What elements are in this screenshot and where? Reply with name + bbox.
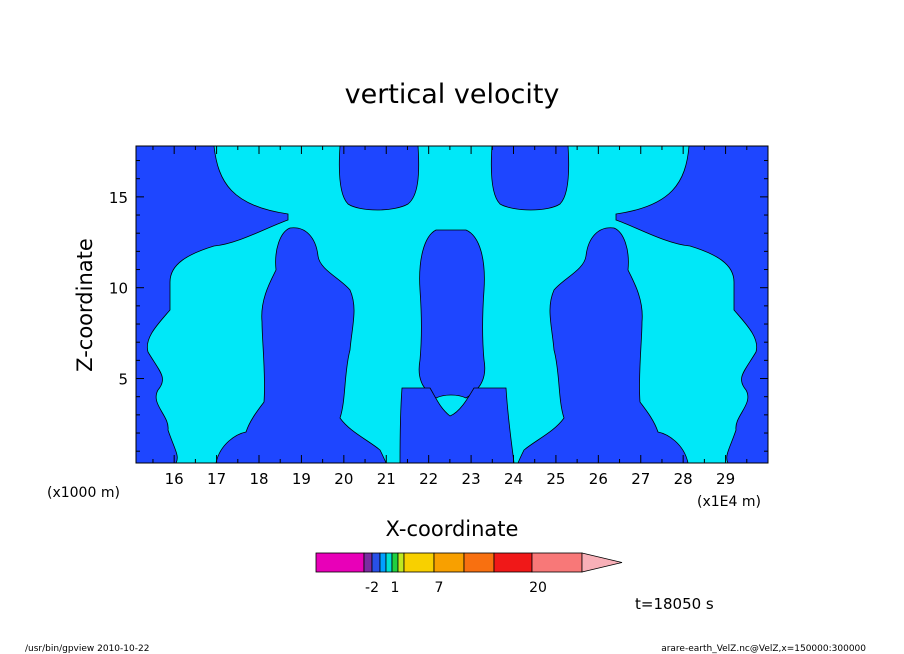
downdraft-bottom-center: [399, 387, 515, 464]
x-tick-label: 16: [165, 470, 184, 488]
x-tick-label: 27: [631, 470, 650, 488]
colorbar: [315, 552, 623, 573]
x-tick-label: 18: [249, 470, 268, 488]
plot-frame: [135, 145, 769, 464]
colorbar-labels: -2 1 7 20: [365, 580, 547, 596]
footer-left: /usr/bin/gpview 2010-10-22: [25, 644, 149, 654]
x-axis-ticks: 16 17 18 19 20 21 22 23 24 25 26 27 28 29: [152, 146, 748, 488]
colorbar-swatch: [433, 552, 465, 573]
colorbar-swatch: [531, 552, 583, 573]
colorbar-label: 7: [435, 580, 444, 596]
downdraft-right-edge: [615, 145, 769, 464]
x-tick-label: 28: [674, 470, 693, 488]
colorbar-label: -2: [365, 580, 379, 596]
unit-note: (x1000 m): [47, 485, 120, 501]
time-label: t=18050 s: [635, 595, 714, 613]
colorbar-swatch: [363, 552, 373, 573]
x-tick-label: 23: [462, 470, 481, 488]
colorbar-swatch: [391, 552, 399, 573]
colorbar-label: 20: [529, 580, 547, 596]
colorbar-swatch: [463, 552, 495, 573]
x-scale-note: (x1E4 m): [697, 494, 761, 510]
y-tick-label: 5: [118, 371, 128, 389]
y-axis-label: Z-coordinate: [73, 238, 97, 372]
downdraft-left-edge: [135, 145, 289, 464]
x-tick-label: 19: [292, 470, 311, 488]
y-tick-label: 10: [109, 280, 128, 298]
x-tick-label: 20: [334, 470, 353, 488]
x-tick-label: 29: [716, 470, 735, 488]
downdraft-top-right: [490, 145, 570, 211]
colorbar-swatch: [403, 552, 435, 573]
x-axis-label: X-coordinate: [386, 517, 519, 541]
downdraft-center: [418, 229, 486, 399]
downdraft-top-left: [338, 145, 420, 211]
x-tick-label: 24: [504, 470, 523, 488]
colorbar-swatch: [397, 552, 405, 573]
y-axis-ticks: 5 10 15: [109, 160, 768, 452]
footer-right: arare-earth_VelZ.nc@VelZ,x=150000:300000: [661, 644, 866, 654]
colorbar-label: 1: [391, 580, 400, 596]
colorbar-swatch: [493, 552, 533, 573]
colorbar-swatch: [315, 552, 365, 573]
downdraft-right-column: [517, 227, 689, 464]
x-tick-label: 25: [546, 470, 565, 488]
y-tick-label: 15: [109, 189, 128, 207]
contour-fills: [135, 145, 769, 464]
chart-title: vertical velocity: [345, 79, 560, 110]
colorbar-swatch: [371, 552, 381, 573]
x-tick-label: 21: [377, 470, 396, 488]
plot-area: 16 17 18 19 20 21 22 23 24 25 26 27 28 29 5 10 15: [109, 145, 769, 488]
colorbar-swatch: [379, 552, 387, 573]
x-tick-label: 22: [419, 470, 438, 488]
downdraft-left-column: [215, 227, 387, 464]
colorbar-triangle: [581, 552, 623, 573]
colorbar-swatch: [385, 552, 393, 573]
x-tick-label: 17: [207, 470, 226, 488]
x-tick-label: 26: [589, 470, 608, 488]
